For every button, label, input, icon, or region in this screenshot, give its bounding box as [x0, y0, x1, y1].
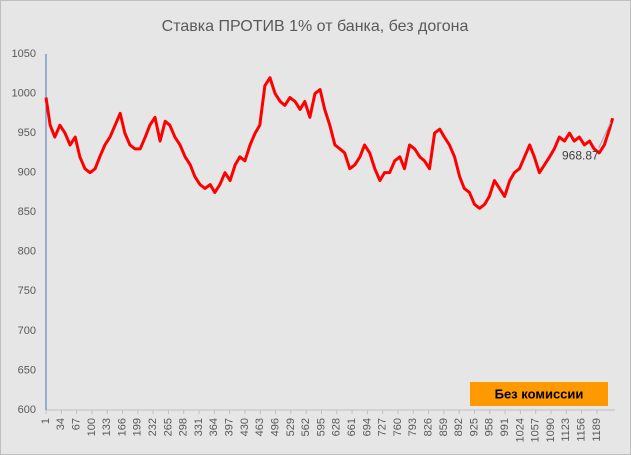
y-tick-label: 1050 — [12, 48, 36, 60]
x-tick-label: 826 — [422, 418, 434, 436]
y-tick-label: 600 — [18, 404, 36, 416]
x-tick-label: 430 — [239, 418, 251, 436]
chart-title: Ставка ПРОТИВ 1% от банка, без догона — [162, 18, 469, 35]
y-tick-label: 800 — [18, 246, 36, 258]
x-tick-label: 1 — [40, 418, 52, 424]
x-tick-label: 628 — [331, 418, 343, 436]
x-tick-label: 34 — [55, 418, 67, 430]
legend-box — [470, 382, 608, 406]
y-tick-label: 700 — [18, 325, 36, 337]
x-tick-label: 1156 — [576, 418, 588, 442]
y-tick-label: 950 — [18, 127, 36, 139]
y-tick-label: 650 — [18, 364, 36, 376]
x-tick-label: 562 — [300, 418, 312, 436]
x-tick-label: 991 — [499, 418, 511, 436]
x-tick-label: 529 — [285, 418, 297, 436]
x-tick-label: 925 — [468, 418, 480, 436]
x-tick-label: 661 — [346, 418, 358, 436]
y-tick-label: 750 — [18, 285, 36, 297]
x-tick-label: 760 — [392, 418, 404, 436]
x-tick-label: 463 — [254, 418, 266, 436]
x-tick-label: 166 — [116, 418, 128, 436]
x-tick-label: 67 — [71, 418, 83, 430]
x-tick-label: 1123 — [560, 418, 572, 442]
x-tick-label: 298 — [178, 418, 190, 436]
series-line — [44, 76, 615, 210]
x-tick-label: 1057 — [530, 418, 542, 442]
x-tick-label: 397 — [224, 418, 236, 436]
x-tick-label: 331 — [193, 418, 205, 436]
y-tick-label: 1000 — [12, 87, 36, 99]
x-tick-label: 892 — [453, 418, 465, 436]
x-tick-label: 1189 — [591, 418, 603, 442]
y-tick-label: 900 — [18, 167, 36, 179]
y-tick-label: 850 — [18, 206, 36, 218]
x-tick-label: 199 — [132, 418, 144, 436]
legend-label: Без комиссии — [495, 386, 584, 401]
data-label: 968.87 — [562, 148, 599, 162]
x-tick-label: 694 — [361, 418, 373, 436]
x-tick-label: 364 — [208, 418, 220, 436]
x-tick-label: 1024 — [514, 418, 526, 442]
x-tick-label: 496 — [269, 418, 281, 436]
x-tick-label: 958 — [484, 418, 496, 436]
x-tick-label: 793 — [407, 418, 419, 436]
x-tick-label: 859 — [438, 418, 450, 436]
x-tick-label: 727 — [377, 418, 389, 436]
x-tick-label: 595 — [315, 418, 327, 436]
x-tick-label: 232 — [147, 418, 159, 436]
x-tick-label: 1090 — [545, 418, 557, 442]
x-tick-label: 100 — [86, 418, 98, 436]
x-tick-label: 265 — [162, 418, 174, 436]
label-leader — [598, 121, 612, 149]
x-tick-label: 133 — [101, 418, 113, 436]
